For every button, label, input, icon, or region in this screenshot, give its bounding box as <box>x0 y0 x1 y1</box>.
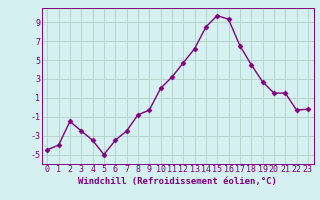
X-axis label: Windchill (Refroidissement éolien,°C): Windchill (Refroidissement éolien,°C) <box>78 177 277 186</box>
